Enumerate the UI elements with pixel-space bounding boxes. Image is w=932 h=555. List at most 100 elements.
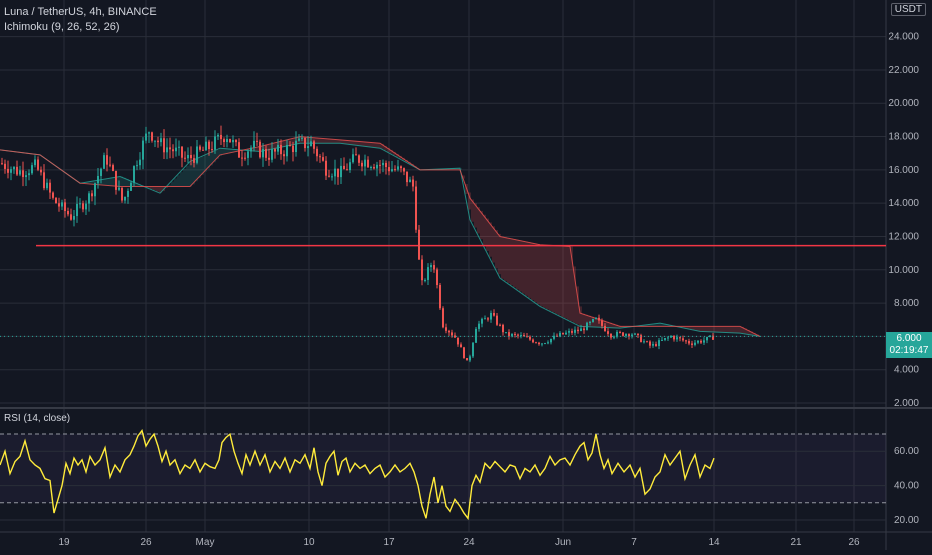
candle-body [613,337,615,338]
time-tick-label: 24 [463,537,475,548]
candle-body [580,329,582,332]
price-tick-label: 2.000 [894,398,919,409]
candle-body [343,166,345,169]
cloud-segment [108,179,111,186]
time-tick-label: 14 [708,537,720,548]
time-tick-label: 21 [790,537,802,548]
cloud-segment [567,246,570,320]
candle-body [16,167,18,175]
candle-body [223,139,225,142]
candle-body [187,155,189,158]
ichimoku-legend[interactable]: Ichimoku (9, 26, 52, 26) [4,21,120,33]
candle-body [313,141,315,148]
cloud-segment [549,245,552,311]
candle-body [679,337,681,338]
candle-body [646,341,648,342]
candle-body [286,145,288,156]
candle-body [388,167,390,171]
candle-body [667,337,669,338]
candle-body [70,214,72,219]
candle-body [172,149,174,151]
candle-body [376,165,378,169]
cloud-segment [738,326,741,333]
candle-body [409,180,411,183]
candle-body [604,326,606,331]
candle-body [112,165,114,171]
time-tick-label: 26 [140,537,152,548]
candle-body [190,155,192,158]
candle-body [154,141,156,142]
candle-body [199,146,201,149]
candle-body [544,343,546,344]
candle-body [115,171,117,190]
candle-body [463,347,465,358]
candle-body [43,172,45,188]
candle-body [502,325,504,332]
candle-body [67,211,69,214]
candle-body [142,141,144,160]
currency-badge[interactable]: USDT [891,3,926,16]
rsi-tick-label: 40.00 [894,481,919,492]
candle-body [250,148,252,152]
candle-body [628,334,630,336]
candle-body [340,166,342,177]
cloud-segment [480,211,483,239]
candle-body [484,318,486,319]
candle-body [433,265,435,269]
cloud-segment [519,240,522,291]
cloud-segment [255,148,258,152]
candle-body [319,156,321,157]
candle-body [538,343,540,344]
candle-body [73,216,75,220]
cloud-segment [702,326,705,331]
candle-body [55,198,57,203]
cloud-segment [732,326,735,332]
cloud-segment [720,326,723,332]
symbol-legend[interactable]: Luna / TetherUS, 4h, BINANCE [4,6,157,18]
candle-body [298,139,300,141]
candle-body [367,160,369,168]
candle-body [475,329,477,343]
price-tick-label: 24.000 [888,32,919,43]
candle-body [481,319,483,324]
candle-body [601,321,603,326]
candle-body [589,322,591,323]
candle-body [76,204,78,216]
candle-body [145,134,147,141]
candle-body [493,313,495,316]
candle-body [583,329,585,331]
cloud-segment [483,215,486,245]
price-tick-label: 22.000 [888,65,919,76]
cloud-segment [582,314,585,327]
cloud-segment [489,222,492,256]
candle-body [22,170,24,177]
cloud-segment [102,180,105,185]
candle-body [427,267,429,280]
candle-body [385,163,387,167]
candle-body [487,318,489,319]
candle-body [277,145,279,152]
candle-body [598,318,600,321]
candle-body [334,169,336,177]
candle-body [457,338,459,345]
candle-body [274,149,276,152]
candle-body [529,337,531,340]
candle-body [643,341,645,342]
candle-body [28,173,30,175]
candle-body [91,193,93,196]
cloud-segment [111,178,114,186]
candle-body [622,332,624,335]
candle-body [472,343,474,357]
cloud-segment [504,237,507,281]
candle-body [226,139,228,142]
candle-body [532,340,534,343]
candle-body [166,147,168,152]
candle-body [136,165,138,166]
candle-body [127,191,129,197]
cloud-segment [729,326,732,332]
cloud-segment [186,166,189,187]
candle-body [607,331,609,334]
rsi-legend[interactable]: RSI (14, close) [4,413,70,424]
